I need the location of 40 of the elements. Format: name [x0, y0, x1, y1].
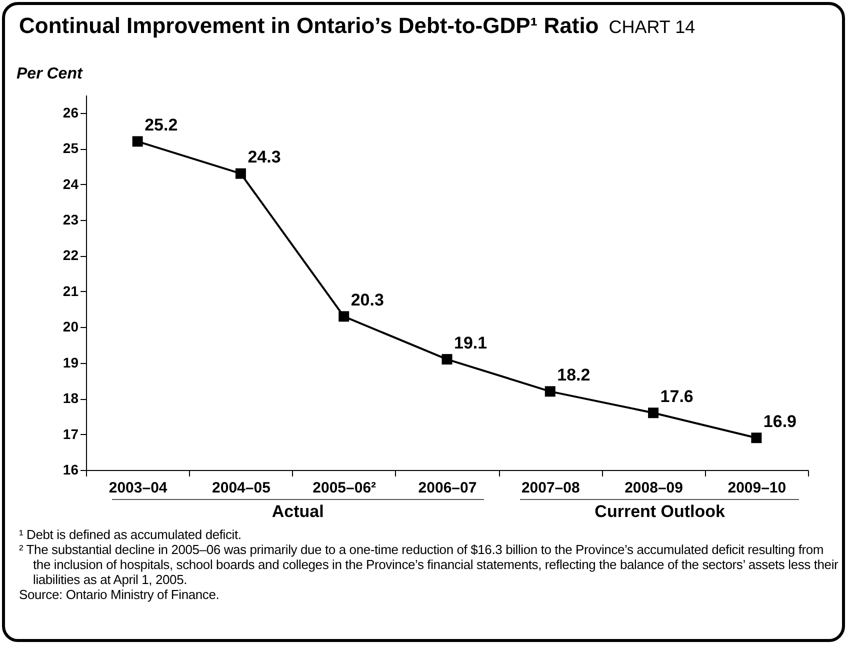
- y-tick-label: 20: [62, 318, 79, 335]
- y-tick-label: 25: [62, 140, 79, 156]
- point: [544, 386, 556, 397]
- y-tick-label: 18: [62, 390, 79, 406]
- y-tick-label: 22: [62, 247, 79, 264]
- x-tick-label: 2005–06²: [312, 480, 376, 496]
- point: [751, 432, 762, 444]
- chart-title: Continual Improvement in Ontario’s Debt-to-GDP¹ Ratio: [19, 13, 599, 39]
- source-note: Source: Ontario Ministry of Finance.: [19, 587, 220, 602]
- x-tick-label: 2003–04: [108, 480, 168, 496]
- point: [235, 168, 246, 179]
- data-label: 17.6: [660, 386, 694, 406]
- data-label: 19.1: [454, 333, 488, 352]
- data-label: 24.3: [248, 148, 281, 167]
- data-label: 20.3: [350, 290, 384, 310]
- x-tick-label: 2009–10: [728, 480, 786, 496]
- point: [338, 311, 350, 322]
- text: Actual: [112, 499, 484, 524]
- y-tick-label: 21: [62, 282, 79, 299]
- data-label: 25.2: [144, 115, 178, 134]
- text: ¹ Debt is defined as accumulated deficit.: [19, 527, 242, 542]
- y-tick-label: 16: [62, 462, 79, 478]
- x-tick-label: 2007–08: [521, 480, 580, 496]
- x-tick-label: 2008–09: [624, 480, 683, 496]
- y-tick-label: 19: [62, 354, 79, 370]
- chart-subtitle: CHART 14: [608, 17, 696, 38]
- text: ² The substantial decline in 2005–06 was primarily due to a one-time reduction of $16.3 billion to the Province’s accumulated deficit resulting from the inclusion of hospitals, school boards and colleges in the Province’s financial statements, reflecting the balance of the sectors’ assets less their liabilities as at April 1, 2005.: [19, 542, 840, 587]
- text: Current Outlook: [520, 499, 800, 524]
- x-tick-label: 2004–05: [212, 480, 270, 496]
- data-label: 18.2: [557, 365, 590, 384]
- x-tick-label: 2006–07: [418, 480, 477, 496]
- point: [442, 354, 452, 365]
- data-label: 16.9: [763, 412, 797, 431]
- point: [132, 136, 143, 147]
- y-tick-label: 17: [62, 426, 79, 442]
- y-tick-label: 24: [62, 176, 79, 192]
- y-axis-title: Per Cent: [16, 66, 83, 82]
- point: [648, 408, 659, 418]
- y-tick-label: 23: [62, 212, 79, 228]
- y-tick-label: 26: [62, 104, 79, 120]
